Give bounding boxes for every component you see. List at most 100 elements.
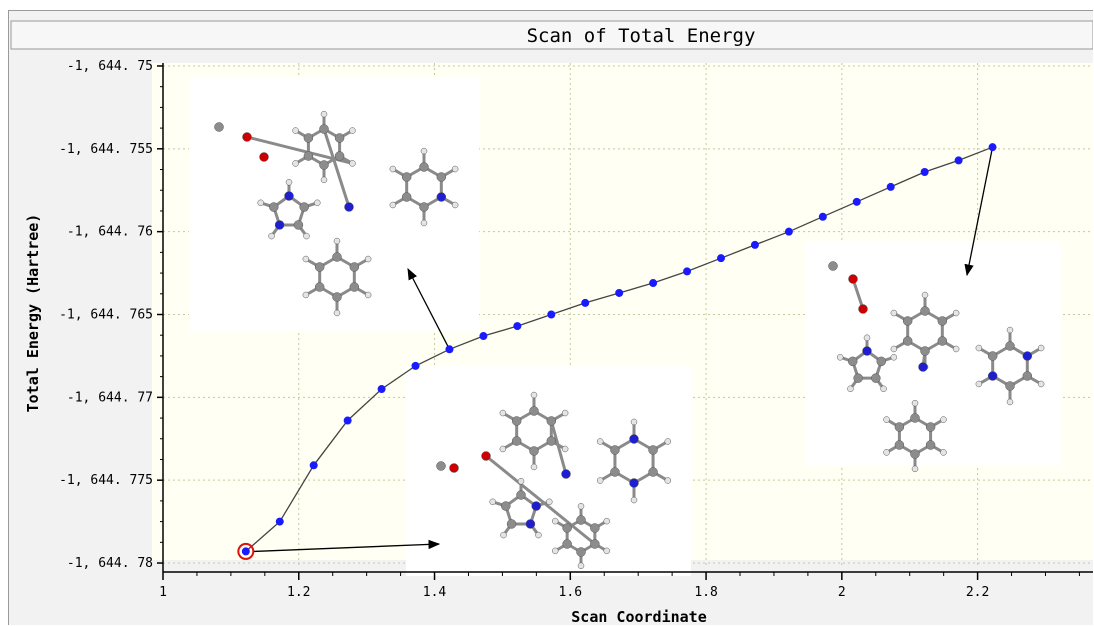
axes: -1, 644. 75 -1, 644. 755 -1, 644. 76 -1, 64…: [59, 59, 1093, 600]
molecule-atom: [902, 336, 913, 346]
data-point: [920, 168, 929, 177]
molecule-atom: [349, 282, 360, 292]
molecule-atom: [546, 498, 553, 506]
molecule-atom: [334, 133, 345, 143]
molecule-atom: [890, 309, 898, 317]
molecule-atom: [937, 316, 948, 326]
molecule-atom: [937, 336, 948, 346]
molecule-atom: [836, 354, 844, 361]
molecule-atom: [436, 461, 446, 471]
molecule-atom: [451, 165, 459, 173]
molecule-images: [189, 77, 1061, 576]
molecule-atom: [1037, 344, 1045, 352]
molecule-atom: [269, 202, 279, 212]
x-tick-label: 1.4: [423, 585, 447, 600]
molecule-atom: [975, 344, 983, 352]
data-point: [818, 212, 827, 221]
molecule-atom: [299, 202, 309, 212]
molecule-atom: [314, 199, 321, 207]
x-tick-label: 1.2: [287, 585, 310, 600]
molecule-atom: [303, 133, 314, 143]
y-tick-label: -1, 644. 755: [59, 142, 153, 157]
data-point: [988, 143, 997, 152]
molecule-atom: [499, 445, 507, 453]
data-point: [309, 461, 318, 470]
molecule-atom: [529, 446, 539, 456]
molecule-atom: [828, 261, 838, 271]
molecule-atom: [596, 438, 604, 445]
data-point: [954, 156, 963, 165]
molecule-atom: [902, 316, 913, 326]
molecule-atom: [910, 413, 920, 423]
data-point: [852, 197, 861, 206]
molecule-atom: [925, 422, 936, 432]
molecule-atom: [349, 262, 360, 272]
molecule-atom: [489, 498, 496, 506]
molecule-atom: [500, 531, 507, 539]
molecule-atom: [292, 127, 299, 134]
molecule-atom: [920, 306, 930, 316]
molecule-atom: [389, 201, 397, 209]
y-tick-label: -1, 644. 76: [67, 225, 153, 240]
data-point: [513, 322, 522, 331]
molecule-atom: [920, 346, 930, 356]
data-point: [377, 385, 386, 394]
molecule-atom: [590, 523, 600, 533]
data-point: [343, 416, 352, 425]
molecule-atom: [525, 519, 536, 529]
molecule-atom: [344, 202, 354, 212]
molecule-atom: [975, 380, 983, 388]
molecule-atom: [320, 110, 328, 118]
molecule-atom: [349, 127, 356, 134]
molecule-atom: [511, 416, 522, 426]
molecule-atom: [332, 292, 342, 302]
data-point: [275, 517, 284, 526]
molecule-atom: [419, 202, 429, 212]
molecule-atom: [517, 478, 525, 485]
molecule-atom: [596, 477, 604, 484]
molecule-atom: [1005, 381, 1015, 391]
molecule-atom: [577, 562, 585, 569]
molecule-structure-2: [436, 391, 672, 569]
molecule-atom: [863, 334, 871, 342]
molecule-atom: [529, 406, 539, 416]
data-point: [411, 361, 420, 370]
chart-title: Scan of Total Energy: [527, 25, 756, 47]
molecule-atom: [303, 232, 310, 240]
data-point: [479, 332, 488, 341]
molecule-atom: [590, 539, 600, 549]
y-tick-label: -1, 644. 75: [67, 59, 153, 74]
molecule-atom: [940, 416, 947, 423]
x-tick-label: 2.2: [966, 585, 989, 600]
molecule-atom: [511, 436, 522, 446]
molecule-atom: [562, 539, 572, 549]
molecule-atom: [449, 463, 459, 473]
molecule-atom: [630, 418, 638, 426]
molecule-atom: [883, 449, 890, 456]
molecule-atom: [847, 385, 854, 393]
annotation-arrows: [253, 147, 994, 553]
molecule-atom: [871, 373, 881, 383]
molecule-atom: [419, 162, 429, 172]
molecule-atom: [890, 345, 898, 353]
molecule-atom: [334, 151, 345, 161]
molecule-atom: [292, 160, 299, 167]
molecule-atom: [389, 165, 397, 173]
molecule-atom: [940, 449, 947, 456]
molecule-atom: [314, 282, 325, 292]
molecule-atom: [921, 291, 929, 299]
molecule-atom: [1006, 398, 1014, 406]
molecule-atom: [561, 409, 569, 417]
molecule-atom: [664, 477, 672, 484]
y-tick-label: -1, 644. 765: [59, 308, 153, 323]
molecule-atom: [610, 445, 620, 455]
molecule-atom: [420, 219, 428, 227]
molecule-atom: [664, 438, 672, 445]
molecule-atom: [1005, 341, 1015, 351]
molecule-atom: [349, 160, 356, 167]
molecule-image-2: [406, 366, 691, 576]
molecule-atom: [302, 255, 310, 263]
molecule-atom: [530, 463, 538, 471]
molecule-atom: [1006, 326, 1014, 334]
molecule-atom: [603, 517, 611, 525]
